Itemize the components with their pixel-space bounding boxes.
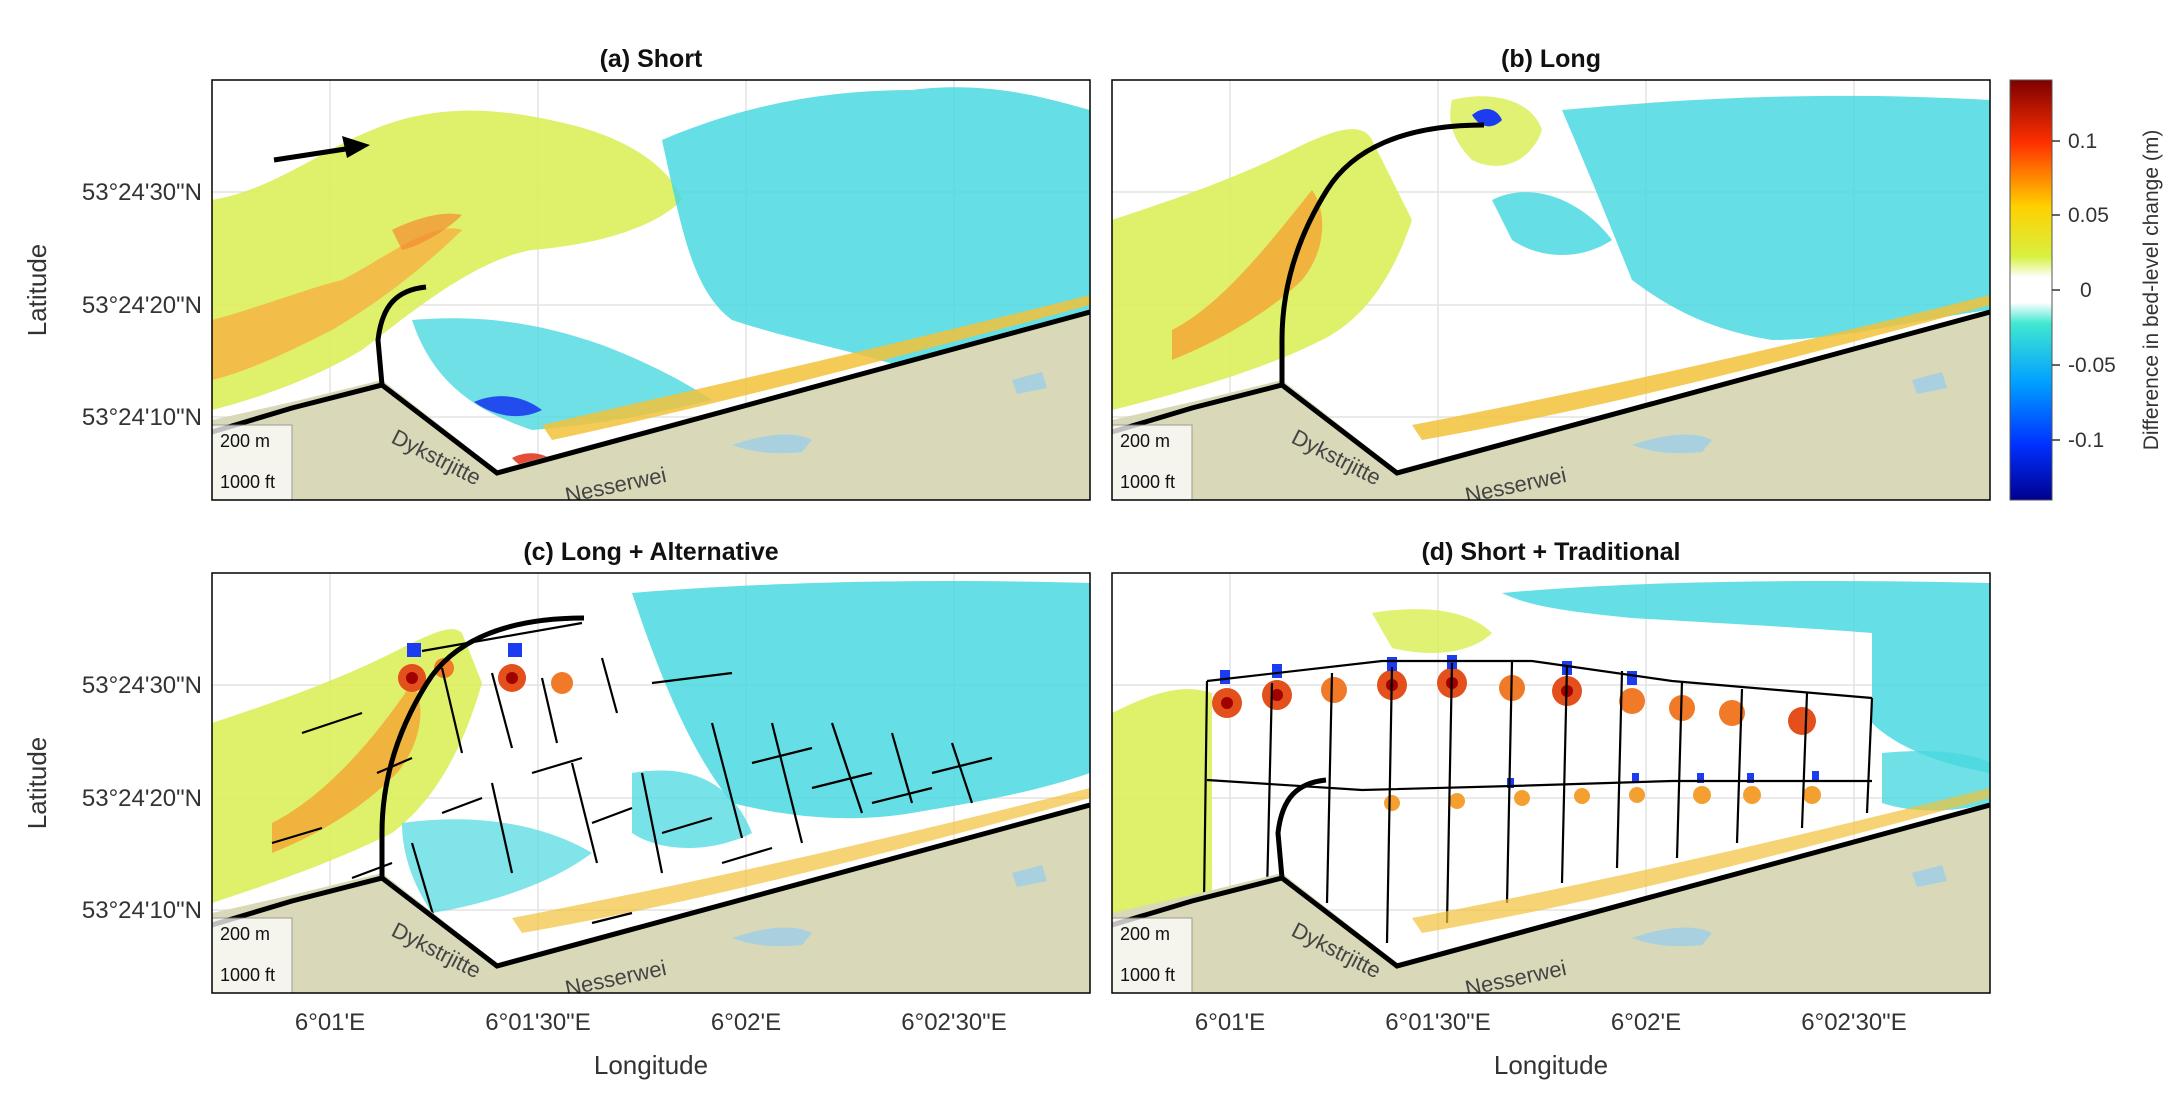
water-channel	[1012, 865, 1047, 887]
colorbar-gradient	[2009, 79, 2053, 501]
colorbar-label: Difference in bed-level change (m)	[2140, 130, 2163, 451]
axes-frame	[211, 79, 1091, 501]
strong-positive-area	[392, 213, 462, 250]
water-channel	[1632, 927, 1712, 947]
colorbar-ticks	[2052, 140, 2060, 441]
colorbar-tick-label: -0.05	[2068, 354, 2116, 377]
strong-positive-area	[272, 683, 421, 853]
scale-ft: 1000 ft	[1120, 965, 1175, 985]
traditional-groyne-grid	[1202, 659, 1874, 944]
water-channel	[1012, 372, 1047, 394]
scale-ft: 1000 ft	[220, 472, 275, 492]
scale-ft: 1000 ft	[220, 965, 275, 985]
strong-positive-area	[1172, 190, 1323, 360]
scale-m: 200 m	[220, 431, 270, 451]
scale-bar	[212, 917, 293, 993]
x-tick-label: 6°01'30"E	[1385, 1009, 1490, 1036]
axes-frame	[1111, 79, 1991, 501]
colorbar-tick-label: -0.1	[2068, 429, 2104, 452]
positive-change-area	[1372, 609, 1492, 653]
water-channel	[1912, 372, 1947, 394]
negative-change-area	[1502, 581, 1990, 773]
strong-negative-area	[474, 396, 542, 417]
y-tick-label: 53°24'20"N	[82, 292, 202, 319]
panel-c: Dykstrjitte Nesserwei 200 m 1000 ft (c) …	[211, 538, 1091, 994]
scale-m: 200 m	[1120, 924, 1170, 944]
negative-change-area	[402, 819, 592, 913]
x-tick-label: 6°02'30"E	[901, 1009, 1006, 1036]
colorbar-tick-label: 0	[2080, 279, 2092, 302]
x-tick-label: 6°01'E	[295, 1009, 365, 1036]
beach-positive-strip	[512, 788, 1090, 933]
y-axis-bottom: 53°24'30"N 53°24'20"N 53°24'10"N Latitud…	[22, 672, 202, 924]
colorbar: 0.1 0.05 0 -0.05 -0.1 Difference in bed-…	[2009, 79, 2163, 501]
panel-title: (a) Short	[600, 45, 703, 73]
water-channel	[732, 434, 812, 454]
land	[1112, 803, 1990, 993]
water-channel	[1912, 865, 1947, 887]
wind-arrow-icon	[273, 136, 370, 163]
colorbar-tick-label: 0.1	[2068, 130, 2097, 153]
scale-m: 200 m	[1120, 431, 1170, 451]
y-tick-label: 53°24'10"N	[82, 897, 202, 924]
negative-change-area	[632, 581, 1090, 819]
y-tick-label: 53°24'10"N	[82, 404, 202, 431]
beach-positive-strip	[542, 295, 1090, 440]
x-tick-label: 6°01'E	[1195, 1009, 1265, 1036]
positive-change-area	[1112, 689, 1212, 918]
land	[212, 803, 1090, 993]
negative-change-area	[1492, 192, 1612, 255]
positive-change-area	[212, 110, 682, 411]
scale-bar	[212, 424, 293, 500]
panel-title: (d) Short + Traditional	[1421, 538, 1680, 566]
dam-long	[1279, 122, 1485, 385]
scale-bar	[1112, 917, 1193, 993]
panel-title: (c) Long + Alternative	[523, 538, 778, 566]
negative-change-area	[662, 87, 1090, 371]
negative-change-area	[632, 770, 752, 848]
panel-b: Dykstrjitte Nesserwei 200 m 1000 ft (b) …	[1111, 45, 1991, 501]
water-channel	[732, 927, 812, 947]
y-axis-label: Latitude	[22, 244, 52, 337]
y-tick-label: 53°24'30"N	[82, 672, 202, 699]
x-axis-label: Longitude	[1494, 1050, 1608, 1080]
scale-ft: 1000 ft	[1120, 472, 1175, 492]
land	[212, 310, 1090, 500]
x-axis-label: Longitude	[594, 1050, 708, 1080]
x-tick-label: 6°02'E	[1611, 1009, 1681, 1036]
dam-short	[375, 284, 427, 386]
erosion-hotspots-row2	[1384, 771, 1821, 811]
dam-short	[1275, 777, 1327, 879]
land	[1112, 310, 1990, 500]
negative-change-area	[1562, 95, 1990, 340]
axes-frame	[1111, 572, 1991, 994]
x-tick-label: 6°02'30"E	[1801, 1009, 1906, 1036]
x-tick-label: 6°02'E	[711, 1009, 781, 1036]
x-tick-label: 6°01'30"E	[485, 1009, 590, 1036]
panel-title: (b) Long	[1501, 45, 1601, 73]
y-axis-top: 53°24'30"N 53°24'20"N 53°24'10"N Latitud…	[22, 179, 202, 431]
positive-change-area	[1450, 96, 1542, 166]
panel-d: Dykstrjitte Nesserwei 200 m 1000 ft (d) …	[1111, 538, 1991, 994]
x-axis-right: 6°01'E 6°01'30"E 6°02'E 6°02'30"E Longit…	[1195, 1009, 1907, 1080]
scale-bar	[1112, 424, 1193, 500]
colorbar-tick-label: 0.05	[2068, 204, 2109, 227]
beach-positive-strip	[1412, 788, 1990, 933]
strong-positive-area	[212, 228, 462, 380]
scale-m: 200 m	[220, 924, 270, 944]
panel-a: Dykstrjitte Nesserwei 200 m 1000 ft (a) …	[211, 45, 1091, 501]
dam-long	[379, 615, 585, 878]
y-tick-label: 53°24'20"N	[82, 785, 202, 812]
strong-negative-area	[1472, 108, 1502, 127]
x-axis-left: 6°01'E 6°01'30"E 6°02'E 6°02'30"E Longit…	[295, 1009, 1007, 1080]
y-tick-label: 53°24'30"N	[82, 179, 202, 206]
erosion-hotspots	[398, 643, 573, 694]
water-channel	[1632, 434, 1712, 454]
beach-positive-strip	[1412, 295, 1990, 440]
y-axis-label: Latitude	[22, 737, 52, 830]
axes-frame	[211, 572, 1091, 994]
